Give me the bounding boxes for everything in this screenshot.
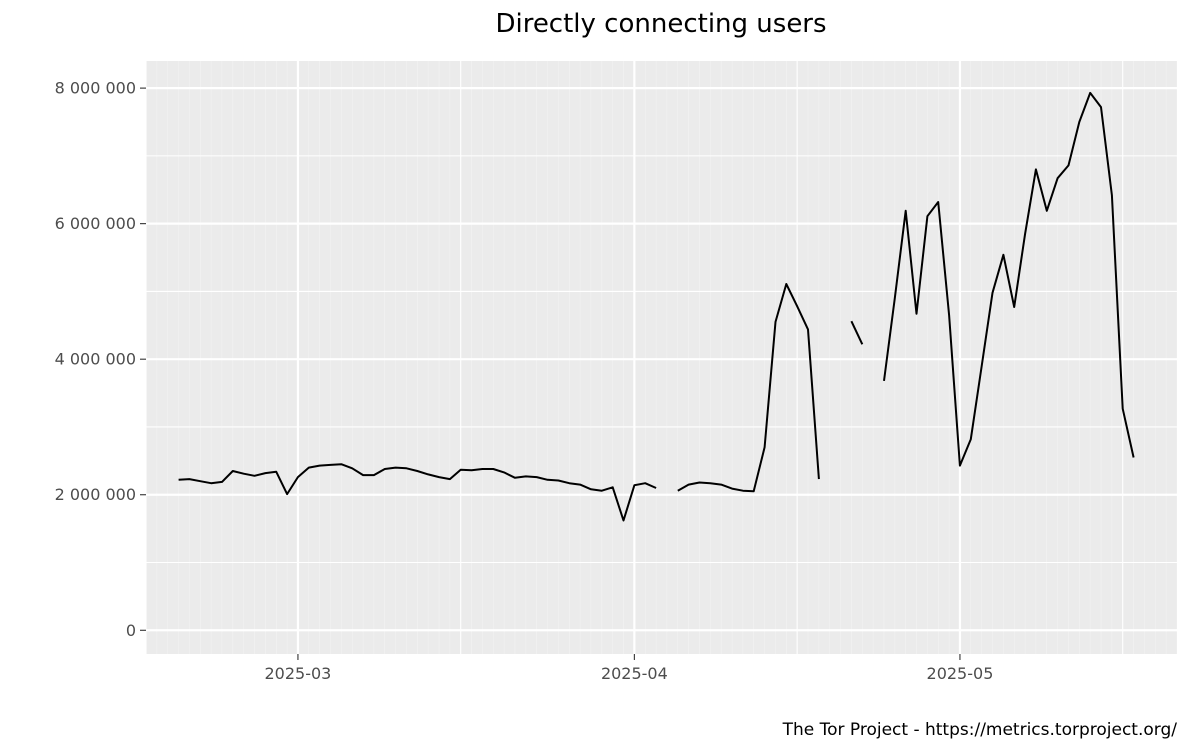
chart-title: Directly connecting users <box>495 9 826 39</box>
chart-caption: The Tor Project - https://metrics.torpro… <box>782 720 1178 740</box>
y-tick-label: 4 000 000 <box>55 350 136 369</box>
series-line-segment <box>850 320 864 345</box>
y-axis: 0 2 000 000 4 000 000 6 000 000 8 000 000 <box>55 79 146 640</box>
y-tick-label: 2 000 000 <box>55 485 136 504</box>
x-tick-label: 2025-05 <box>927 664 994 683</box>
grid-major-lines <box>146 61 1177 654</box>
x-tick-label: 2025-04 <box>601 664 668 683</box>
y-tick-label: 6 000 000 <box>55 214 136 233</box>
y-tick-label: 0 <box>126 621 136 640</box>
x-tick-label: 2025-03 <box>265 664 332 683</box>
series-layer <box>178 91 1135 522</box>
series-line-segment <box>677 283 820 493</box>
plot-panel <box>146 61 1177 654</box>
x-axis: 2025-03 2025-04 2025-05 <box>265 654 994 683</box>
y-tick-label: 8 000 000 <box>55 79 136 98</box>
series-line-segment <box>883 91 1135 467</box>
series-line-segment <box>178 463 657 522</box>
